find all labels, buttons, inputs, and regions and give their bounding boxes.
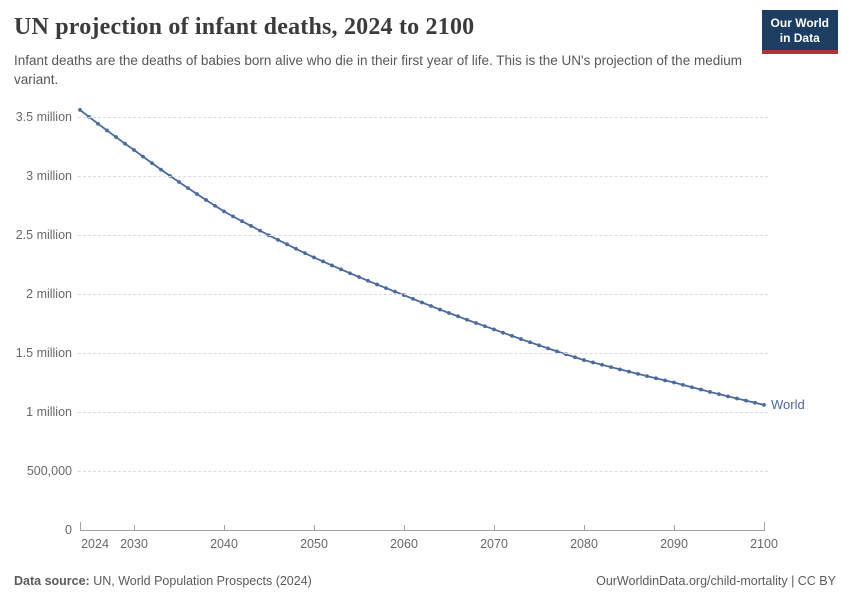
x-axis-tickmark	[584, 525, 585, 530]
data-source-label: Data source:	[14, 574, 90, 588]
data-source-text: UN, World Population Prospects (2024)	[89, 574, 312, 588]
y-axis-tick-label: 1.5 million	[15, 346, 72, 360]
y-gridline	[78, 294, 768, 295]
y-axis-tick-label: 1 million	[26, 405, 72, 419]
x-axis-tick-label: 2030	[120, 537, 148, 551]
x-axis-tickmark	[494, 525, 495, 530]
y-axis-tick-label: 0	[65, 523, 72, 537]
chart-subtitle: Infant deaths are the deaths of babies b…	[14, 52, 742, 87]
y-gridline	[78, 176, 768, 177]
x-axis-tick-label: 2100	[750, 537, 778, 551]
x-axis-tick-label: 2050	[300, 537, 328, 551]
x-axis-tickmark	[404, 525, 405, 530]
x-axis-tick-label: 2040	[210, 537, 238, 551]
y-gridline	[78, 353, 768, 354]
x-axis-tickmark	[674, 525, 675, 530]
y-axis-tick-label: 500,000	[26, 464, 72, 478]
y-axis-tick-label: 3 million	[26, 169, 72, 183]
y-gridline	[78, 471, 768, 472]
projection-line	[79, 109, 765, 406]
chart-header: UN projection of infant deaths, 2024 to …	[14, 10, 838, 89]
page-title: UN projection of infant deaths, 2024 to …	[14, 14, 475, 40]
x-axis-tickmark	[134, 525, 135, 530]
x-axis-tickmark	[224, 525, 225, 530]
owid-credit-link[interactable]: OurWorldinData.org/child-mortality | CC …	[596, 574, 836, 588]
x-axis-tickmark	[80, 522, 81, 530]
y-gridline	[78, 117, 768, 118]
y-axis-tick-label: 2.5 million	[15, 228, 72, 242]
x-axis-tickmark	[314, 525, 315, 530]
owid-logo-line2: in Data	[779, 31, 820, 45]
data-point-markers	[78, 108, 766, 407]
x-axis-tick-label: 2024	[81, 537, 109, 551]
y-axis-tick-label: 3.5 million	[15, 110, 72, 124]
x-axis-line	[80, 530, 765, 531]
y-gridline	[78, 412, 768, 413]
owid-logo[interactable]: Our World in Data	[761, 10, 838, 54]
data-source: Data source: UN, World Population Prospe…	[14, 574, 312, 588]
y-axis-tick-label: 2 million	[26, 287, 72, 301]
chart-footer: Data source: UN, World Population Prospe…	[14, 574, 836, 588]
x-axis-tick-label: 2060	[390, 537, 418, 551]
x-axis-tick-label: 2070	[480, 537, 508, 551]
x-axis-tick-label: 2090	[660, 537, 688, 551]
y-gridline	[78, 235, 768, 236]
x-axis-tickmark	[764, 522, 765, 530]
x-axis-tick-label: 2080	[570, 537, 598, 551]
owid-logo-line1: Our World	[770, 16, 829, 30]
series-label-world: World	[771, 396, 805, 412]
